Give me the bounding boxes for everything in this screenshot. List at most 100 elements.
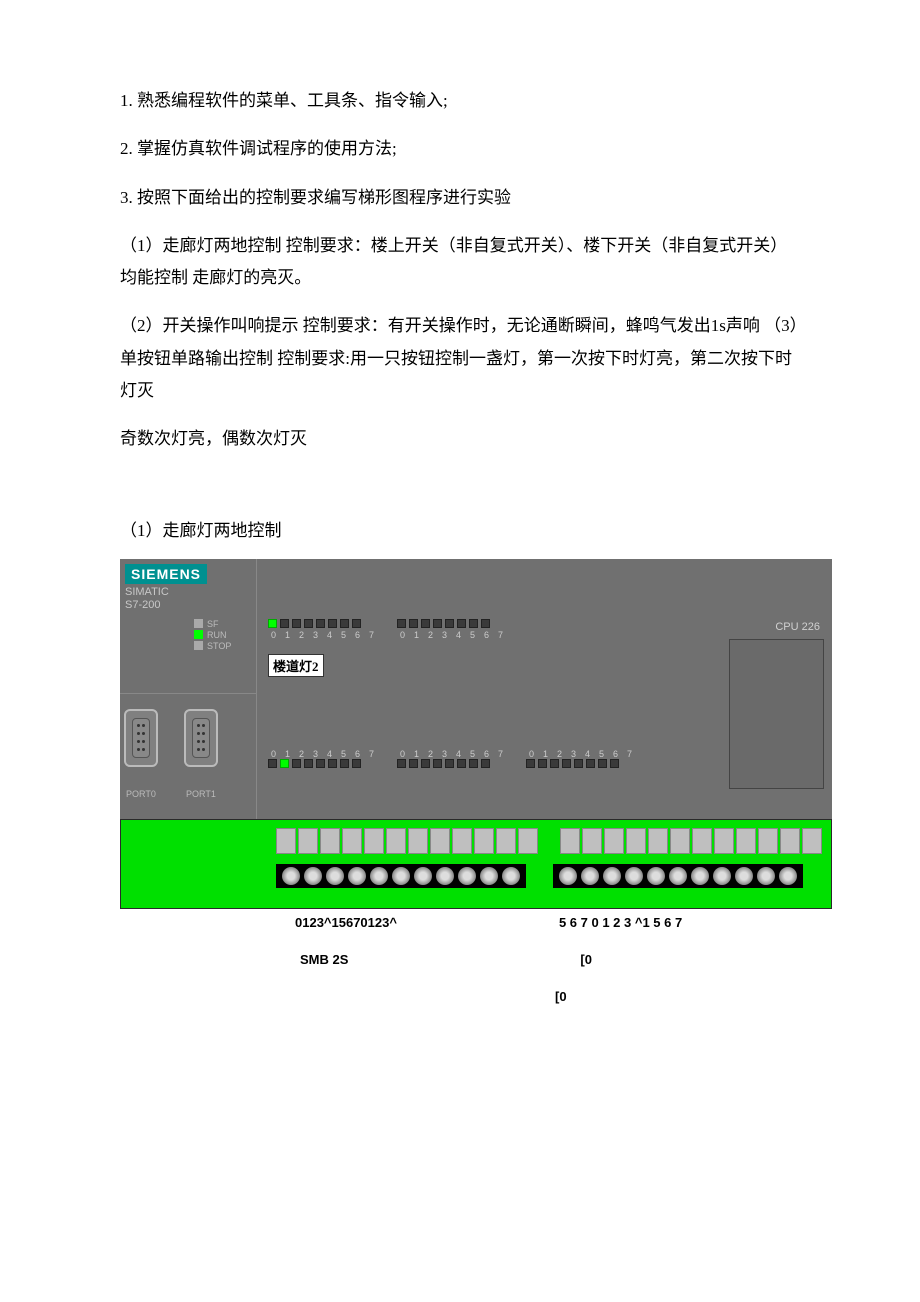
- screw: [691, 867, 709, 885]
- terminal-block: [692, 828, 712, 854]
- paragraph-3: 奇数次灯亮，偶数次灯灭: [120, 423, 800, 455]
- io-digit: 0: [268, 749, 279, 759]
- list-item-3: 3. 按照下面给出的控制要求编写梯形图程序进行实验: [120, 182, 800, 214]
- io-digit: 3: [439, 749, 450, 759]
- screw: [779, 867, 797, 885]
- tag-label: 楼道灯2: [268, 654, 324, 677]
- io-digit: 4: [453, 630, 464, 640]
- io-led: [469, 759, 478, 768]
- port1-label: PORT1: [186, 789, 216, 799]
- io-led: [292, 619, 301, 628]
- screw-row-left: [276, 864, 526, 888]
- io-digit: 3: [310, 630, 321, 640]
- display-box: [729, 639, 824, 789]
- io-led: [328, 759, 337, 768]
- io-led: [445, 619, 454, 628]
- smb-label: SMB 2S: [300, 952, 348, 967]
- io-digit: 5: [338, 630, 349, 640]
- io-digit: 1: [282, 630, 293, 640]
- port1-connector: [184, 709, 218, 767]
- io-led: [328, 619, 337, 628]
- input-led-row: 01234567 01234567 01234567: [268, 747, 635, 768]
- cpu-label: CPU 226: [775, 621, 820, 633]
- terminal-block: [430, 828, 450, 854]
- io-digit: 0: [397, 749, 408, 759]
- io-digit: 6: [352, 630, 363, 640]
- terminal-blocks-top: [276, 828, 824, 854]
- screw: [304, 867, 322, 885]
- io-digit: 2: [554, 749, 565, 759]
- io-digit: 5: [467, 630, 478, 640]
- io-led: [340, 619, 349, 628]
- terminal-block: [496, 828, 516, 854]
- screw: [603, 867, 621, 885]
- output-group-0: 01234567: [268, 619, 377, 640]
- screw: [282, 867, 300, 885]
- io-digit: 2: [296, 749, 307, 759]
- io-digit: 6: [610, 749, 621, 759]
- io-digit: 6: [352, 749, 363, 759]
- io-led: [316, 619, 325, 628]
- io-digit: 7: [624, 749, 635, 759]
- screw: [581, 867, 599, 885]
- zero-label-2: [0: [555, 989, 800, 1004]
- terminal-block: [408, 828, 428, 854]
- io-led: [610, 759, 619, 768]
- io-led: [433, 759, 442, 768]
- sf-led: [194, 619, 203, 628]
- paragraph-2: （2）开关操作叫响提示 控制要求：有开关操作时，无论通断瞬间，蜂鸣气发出1s声响…: [120, 310, 800, 407]
- smb-row: SMB 2S [0: [120, 952, 832, 967]
- io-led: [268, 619, 277, 628]
- terminal-block: [560, 828, 580, 854]
- divider-vertical: [256, 559, 257, 819]
- simatic-label: SIMATIC: [125, 586, 169, 598]
- io-led: [352, 619, 361, 628]
- terminal-block: [648, 828, 668, 854]
- terminal-nums-left: 0123^15670123^: [295, 915, 397, 930]
- port0-connector: [124, 709, 158, 767]
- io-digit: 5: [596, 749, 607, 759]
- io-digit: 7: [495, 749, 506, 759]
- io-digit: 7: [366, 749, 377, 759]
- io-led: [481, 619, 490, 628]
- stop-led: [194, 641, 203, 650]
- io-led: [457, 619, 466, 628]
- terminal-block: [714, 828, 734, 854]
- terminal-block: [474, 828, 494, 854]
- run-label: RUN: [207, 630, 227, 640]
- io-digit: 1: [540, 749, 551, 759]
- io-digit: 4: [582, 749, 593, 759]
- io-digit: 2: [425, 749, 436, 759]
- zero-label-1: [0: [580, 952, 592, 967]
- terminal-block: [582, 828, 602, 854]
- io-led: [562, 759, 571, 768]
- io-digit: 5: [467, 749, 478, 759]
- io-led: [340, 759, 349, 768]
- io-digit: 4: [324, 630, 335, 640]
- io-led: [316, 759, 325, 768]
- io-led: [574, 759, 583, 768]
- screw: [392, 867, 410, 885]
- io-led: [280, 759, 289, 768]
- io-led: [457, 759, 466, 768]
- screw: [757, 867, 775, 885]
- io-led: [280, 619, 289, 628]
- screw: [559, 867, 577, 885]
- io-digit: 6: [481, 749, 492, 759]
- io-led: [469, 619, 478, 628]
- output-led-row: 01234567 01234567: [268, 619, 506, 640]
- io-led: [550, 759, 559, 768]
- io-digit: 2: [425, 630, 436, 640]
- io-led: [445, 759, 454, 768]
- io-led: [526, 759, 535, 768]
- io-digit: 7: [495, 630, 506, 640]
- output-group-1: 01234567: [397, 619, 506, 640]
- io-digit: 7: [366, 630, 377, 640]
- paragraph-1: （1）走廊灯两地控制 控制要求：楼上开关（非自复式开关）、楼下开关（非自复式开关…: [120, 230, 800, 295]
- io-led: [421, 759, 430, 768]
- terminal-block: [364, 828, 384, 854]
- screw: [669, 867, 687, 885]
- screw: [713, 867, 731, 885]
- screw: [735, 867, 753, 885]
- terminal-strip: [120, 819, 832, 909]
